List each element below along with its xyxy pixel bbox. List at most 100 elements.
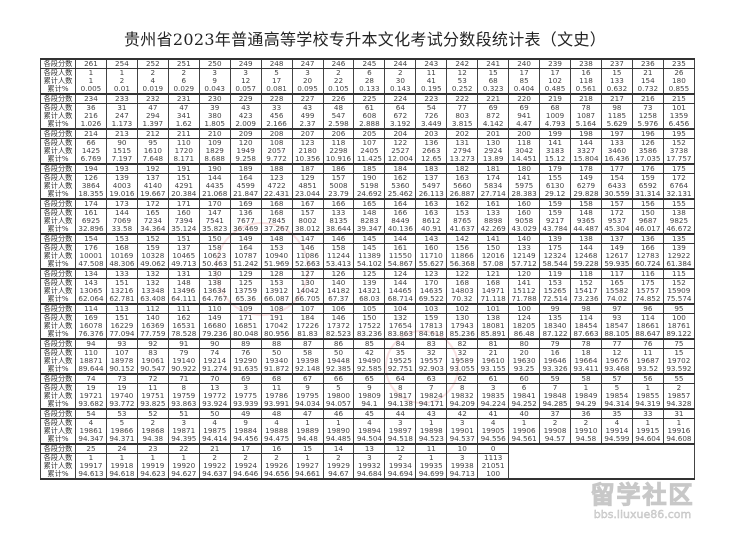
cumulative-cell: 19927 [291,462,324,470]
cumulative-cell: 10328 [136,252,169,260]
count-cell: 47 [136,103,169,112]
count-cell: 132 [384,313,417,322]
cumulative-cell: 2 [105,77,138,85]
row-label: 各段人数 [40,313,76,322]
score-cell: 213 [105,128,138,139]
percent-cell: 27.714 [477,190,510,200]
cumulative-cell: 941 [508,112,541,120]
score-cell: 226 [322,93,355,104]
score-cell: 221 [477,93,510,104]
count-cell: 2 [384,68,417,77]
count-cell: 150 [477,243,510,252]
count-cell: 131 [446,138,479,147]
cumulative-cell: 19906 [508,427,541,435]
score-cell: 219 [539,93,571,104]
score-cell: 14 [322,443,355,454]
percent-cell: 2.598 [322,120,355,130]
percent-cell: 26.113 [415,190,448,200]
cumulative-cell: 8283 [353,217,386,225]
cumulative-cell: 11086 [291,252,324,260]
count-cell: 5 [260,68,293,77]
score-cell: 216 [631,93,664,104]
percent-cell: 54.102 [353,260,386,270]
cumulative-cell: 4 [136,77,169,85]
count-cell: 164 [229,243,262,252]
count-cell: 168 [477,278,510,287]
score-row: 各段分数 54 53 52 51 50 49 48 47 46 45 44 43 42 41 40 37 36 35… [40,408,696,419]
cumulative-cell: 19848 [539,392,571,400]
cumulative-cell: 9537 [600,217,633,225]
percent-cell: 61.384 [662,260,696,270]
cumulative-cell: 2405 [353,147,386,155]
score-cell: 95 [662,303,696,314]
cumulative-cell: 4435 [198,182,231,190]
score-cell: 237 [600,58,633,69]
cumulative-cell: 6 [167,77,200,85]
count-cell: 2 [198,453,231,462]
count-cell: 5 [322,383,355,392]
cumulative-cell: 17042 [260,322,293,330]
count-cell: 12 [446,68,479,77]
percent-cell: 91.635 [229,365,262,375]
cumulative-cell: 10169 [105,252,138,260]
score-cell: 162 [446,198,479,209]
percent-cell: 94.034 [291,400,324,410]
cumulative-cell: 12149 [508,252,541,260]
row-label: 累计人数 [40,427,76,435]
percent-cell: 94.347 [75,435,107,445]
cumulative-cell: 19589 [446,357,479,365]
percent-cell: 1.805 [198,120,231,130]
score-cell: 245 [353,58,386,69]
row-label: 累计人数 [40,112,76,120]
count-row: 各段人数 1 1 1 1 2 2 2 1 2 3 2 1 3 1113 [40,453,695,462]
percent-cell: 0.105 [322,85,355,95]
percent-cell: 54.867 [384,260,417,270]
percent-cell: 4.142 [477,120,510,130]
cumulative-cell: 2057 [260,147,293,155]
cumulative-cell: 14321 [353,287,386,295]
count-cell: 171 [229,313,262,322]
count-cell: 6 [353,68,386,77]
percent-cell: 94.414 [198,435,231,445]
score-cell: 35 [600,408,633,419]
count-cell: 158 [198,243,231,252]
count-cell: 159 [136,243,169,252]
count-cell: 166 [631,243,664,252]
percent-cell: 86.48 [508,330,541,340]
cumulative-cell: 28 [353,77,386,85]
score-cell: 60 [508,373,541,384]
percent-cell: 17.757 [662,155,696,165]
row-label: 累计% [40,470,76,480]
score-cell: 247 [291,58,324,69]
count-cell: 120 [229,138,262,147]
count-cell: 4 [198,418,231,427]
score-cell: 99 [539,303,571,314]
count-cell: 4 [75,418,107,427]
score-cell: 138 [570,233,602,244]
cumulative-cell: 20 [291,77,324,85]
score-cell: 40 [508,408,541,419]
cumulative-cell: 4722 [260,182,293,190]
score-cell: 101 [477,303,510,314]
cumulative-cell: 18547 [600,322,633,330]
cumulative-cell: 12922 [662,252,696,260]
cumulative-cell: 2924 [477,147,510,155]
score-cell: 223 [415,93,448,104]
score-cell: 87 [291,338,324,349]
count-cell: 3 [446,418,479,427]
count-cell: 18 [570,348,602,357]
count-cell: 138 [477,313,510,322]
percent-cell: 93.326 [539,365,571,375]
count-cell: 1 [662,418,696,427]
percent-cell: 1.397 [136,120,169,130]
count-cell: 1 [75,68,107,77]
percent-cell: 51.242 [229,260,262,270]
score-cell: 203 [415,128,448,139]
cumulative-cell: 12324 [539,252,571,260]
count-cell: 138 [662,208,696,217]
cumulative-cell: 19917 [75,462,107,470]
percent-cell: 1.026 [75,120,107,130]
score-cell: 170 [198,198,231,209]
percent-cell: 90.152 [105,365,138,375]
score-cell: 15 [291,443,324,454]
